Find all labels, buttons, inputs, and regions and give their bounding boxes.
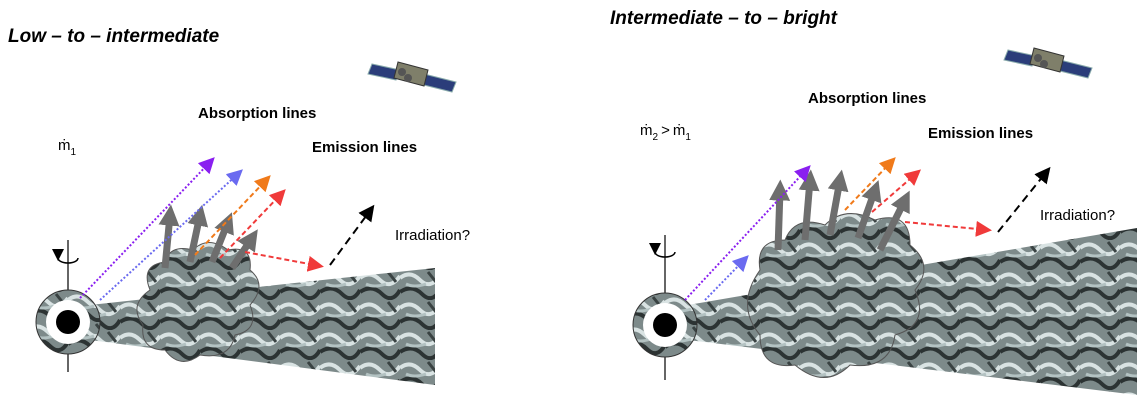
wind-cloud [136,242,260,362]
wind-cloud [747,213,925,378]
wind-arrows [769,169,910,252]
symbol: ṁ [640,122,653,139]
panel-title: Low – to – intermediate [8,26,220,47]
rotation [51,248,79,264]
panel-title: Intermediate – to – bright [610,8,838,29]
emission-label: Emission lines [312,139,417,156]
satellite [1003,47,1093,79]
accretion-disk [90,268,435,385]
black-hole [35,289,101,355]
rate-label: ṁ1 [58,137,77,158]
black-hole [632,292,698,358]
irradiation-label: Irradiation? [395,227,470,244]
line-rays [684,157,1051,301]
subscript: 1 [71,147,77,158]
operator: > [661,122,670,139]
rate-label: ṁ2 > ṁ1 [640,122,691,143]
satellite [367,61,457,93]
absorption-label: Absorption lines [808,90,926,107]
irradiation-label: Irradiation? [1040,207,1115,224]
subscript: 1 [685,132,691,143]
absorption-label: Absorption lines [198,105,316,122]
line-rays [79,157,375,301]
rotation [648,242,676,258]
emission-label: Emission lines [928,125,1033,142]
subscript: 2 [653,132,659,143]
symbol: ṁ [673,122,686,139]
right-panel: Intermediate – to – bright Absorption li… [610,8,1137,395]
symbol: ṁ [58,137,71,154]
left-panel: Low – to – intermediate Absorption lines… [8,26,470,385]
wind-arrows [158,204,258,270]
